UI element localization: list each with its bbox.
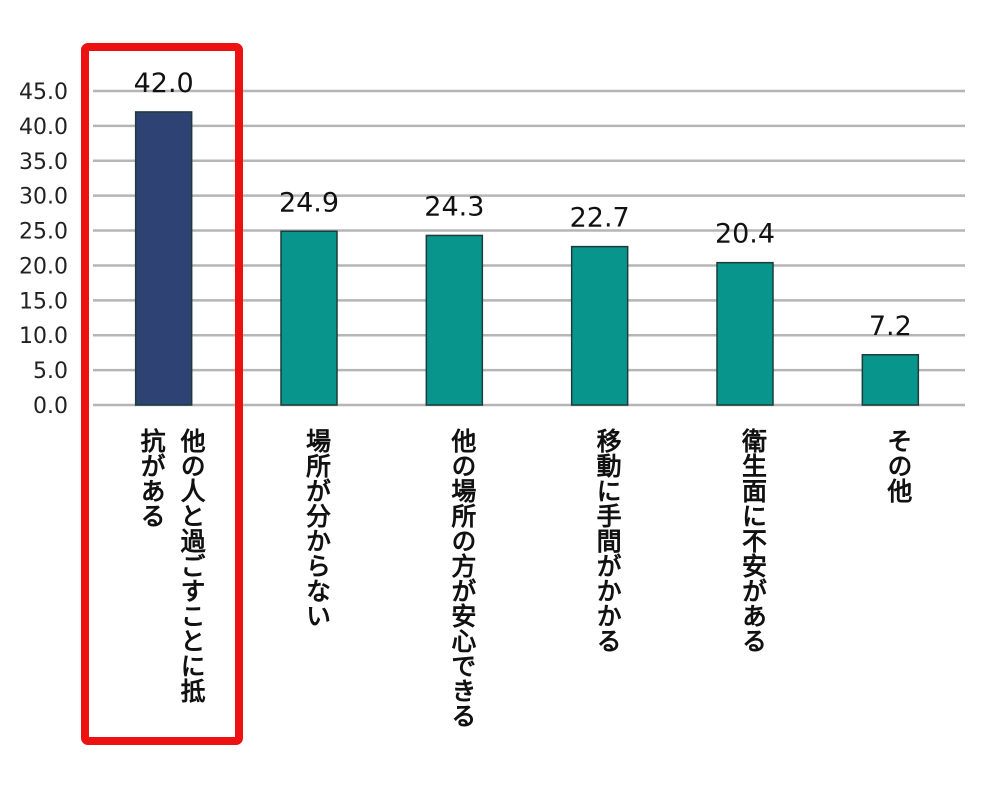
bar: [425, 234, 484, 406]
bar: [716, 261, 774, 406]
y-tick-label: 10.0: [19, 324, 68, 349]
y-tick-label: 45.0: [19, 80, 68, 105]
bar: [570, 245, 629, 406]
category-label-column: 衛生面に不安がある: [739, 428, 769, 653]
y-tick-label: 25.0: [19, 220, 68, 245]
category-label-column: 他の人と過ごすことに抵: [177, 428, 207, 704]
data-label: 24.9: [279, 187, 339, 218]
y-axis-tick-labels: 0.0 5.0 10.0 15.0 20.0 25.0 30.0 35.0 40.0 45.0: [19, 80, 68, 419]
y-tick-label: 20.0: [19, 254, 68, 279]
data-label: 7.2: [869, 311, 912, 342]
gridlines: [93, 89, 965, 407]
y-tick-label: 0.0: [33, 394, 68, 419]
bar: [861, 354, 920, 406]
category-label: 移動に手間がかかる: [593, 428, 622, 653]
category-label-column: その他: [884, 428, 914, 503]
y-tick-label: 5.0: [33, 359, 68, 384]
data-labels: 42.0 24.9 24.3 22.7 20.4 7.2: [134, 68, 912, 342]
y-tick-label: 35.0: [19, 150, 68, 175]
bar: [134, 111, 193, 406]
bar: [280, 230, 338, 406]
y-tick-label: 30.0: [19, 185, 68, 210]
category-label: 衛生面に不安がある: [739, 428, 769, 653]
category-label-column: 移動に手間がかかる: [593, 428, 622, 653]
y-tick-label: 40.0: [19, 115, 68, 140]
data-label: 24.3: [424, 191, 484, 222]
category-label-column: 他の場所の方が安心できる: [448, 428, 478, 728]
highlight-box: [81, 43, 243, 745]
y-tick-label: 15.0: [19, 289, 68, 314]
data-label: 20.4: [715, 219, 775, 250]
category-label: 場所が分からない: [303, 428, 332, 628]
data-label: 22.7: [570, 203, 630, 234]
category-label-column: 抗がある: [137, 427, 166, 528]
category-label: その他: [884, 428, 914, 503]
bars: [134, 111, 920, 406]
category-label-column: 場所が分からない: [303, 428, 332, 628]
category-label: 他の場所の方が安心できる: [448, 428, 478, 728]
data-label: 42.0: [134, 68, 194, 99]
